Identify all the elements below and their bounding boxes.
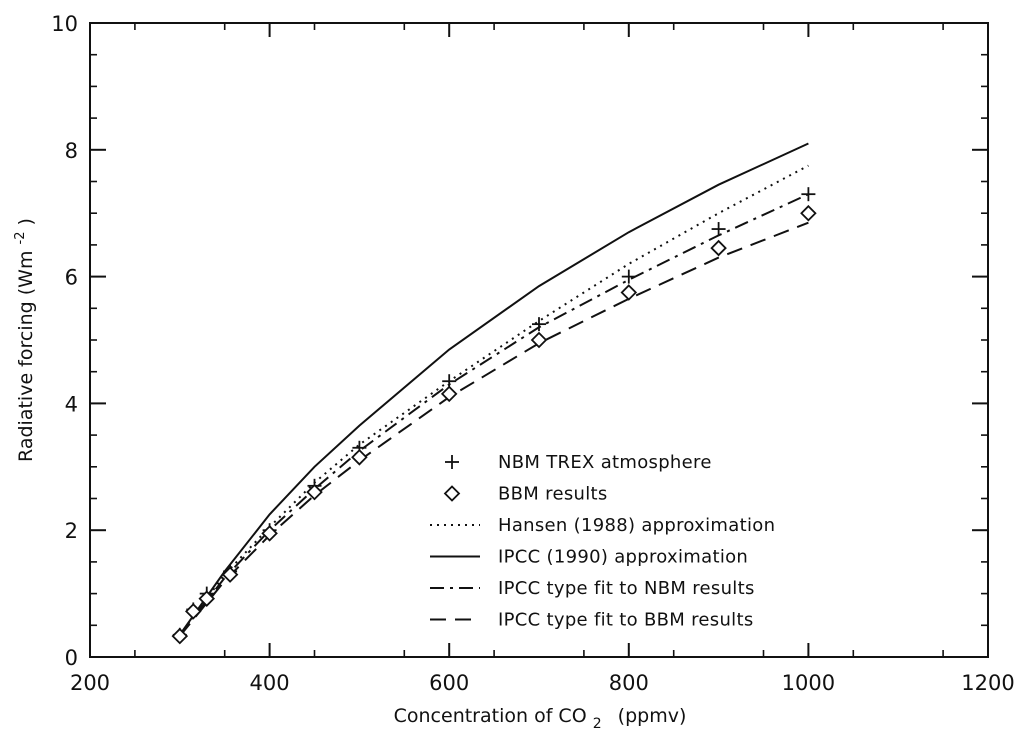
x-tick-label: 400 — [250, 671, 290, 695]
x-tick-label: 1000 — [782, 671, 835, 695]
y-tick-label: 8 — [65, 139, 78, 163]
y-axis-title-close: ) — [15, 218, 37, 225]
series-line-solid — [178, 142, 809, 636]
diamond-marker — [440, 385, 458, 403]
diamond-marker — [710, 239, 727, 257]
diamond-marker — [800, 204, 817, 222]
y-tick-label: 4 — [65, 392, 78, 416]
legend-label: IPCC type fit to BBM results — [498, 610, 754, 631]
y-tick-label: 0 — [65, 646, 78, 670]
x-tick-label: 200 — [70, 671, 110, 695]
x-tick-label: 800 — [609, 671, 649, 695]
y-axis-title-superscript: -2 — [13, 232, 28, 245]
diamond-marker — [184, 603, 202, 620]
y-tick-label: 2 — [65, 519, 78, 543]
x-tick-label: 1200 — [961, 671, 1014, 695]
axis-ticks — [89, 22, 989, 658]
legend-label: BBM results — [498, 484, 608, 505]
legend-label: IPCC (1990) approximation — [498, 547, 748, 568]
x-axis-title-main: Concentration of CO — [394, 705, 587, 727]
series-lines — [178, 142, 809, 637]
x-axis-title-units: (ppmv) — [618, 705, 687, 727]
diamond-marker — [198, 590, 216, 607]
series-line-dotted — [178, 164, 809, 636]
series-markers — [171, 187, 817, 645]
y-tick-label: 6 — [65, 266, 78, 290]
diamond-marker — [261, 525, 278, 542]
x-axis-title: Concentration of CO 2 (ppmv) — [394, 705, 687, 733]
legend-label: IPCC type fit to NBM results — [498, 578, 755, 599]
diamond-marker — [530, 331, 548, 349]
series-line-dashed — [179, 221, 809, 637]
legend-label: NBM TREX atmosphere — [498, 452, 712, 473]
y-axis-title-main: Radiative forcing (Wm — [15, 251, 37, 462]
axis-tick-labels: 200 400 600 800 1000 1200 0 2 4 6 8 10 — [51, 12, 1014, 695]
diamond-marker — [620, 284, 638, 301]
legend-diamond-marker — [443, 485, 461, 502]
diamond-marker — [171, 627, 189, 645]
x-tick-label: 600 — [429, 671, 469, 695]
legend-label: Hansen (1988) approximation — [498, 515, 775, 536]
y-tick-label: 10 — [51, 12, 78, 36]
diamond-marker — [221, 566, 239, 583]
y-axis-title: Radiative forcing (Wm -2 ) — [7, 218, 37, 462]
diamond-marker — [351, 449, 368, 466]
x-axis-title-subscript: 2 — [593, 716, 602, 732]
diamond-marker — [306, 483, 323, 501]
legend: NBM TREX atmosphere BBM results Hansen (19… — [430, 452, 775, 631]
